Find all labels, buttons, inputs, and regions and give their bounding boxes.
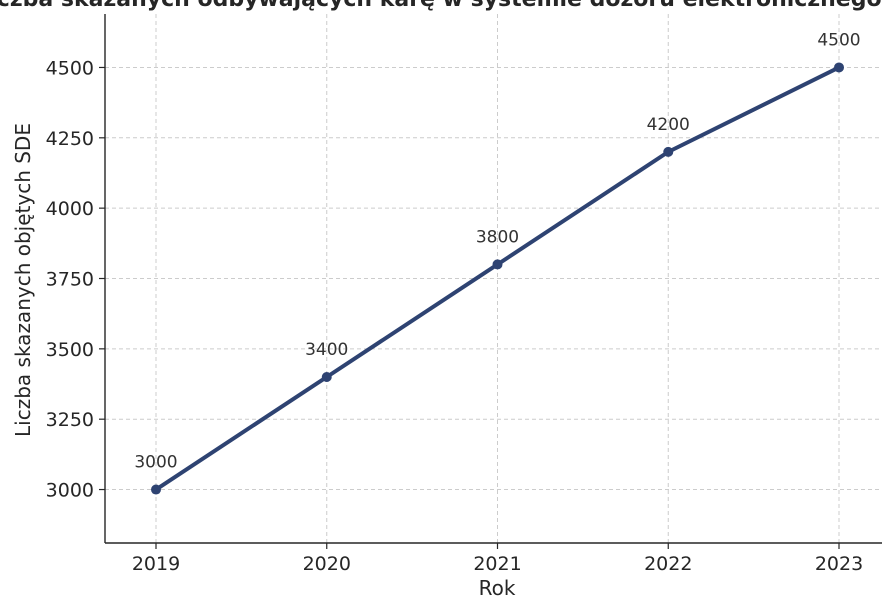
y-tick-label: 3500 [46,339,94,361]
data-label: 4200 [647,115,690,135]
data-point [834,62,844,73]
data-label: 3000 [134,453,177,473]
data-label: 3400 [305,340,348,360]
data-label: 3800 [476,227,519,247]
chart-title: Liczba skazanych odbywających karę w sys… [0,0,882,12]
data-point [663,146,674,157]
x-axis-label: Rok [479,576,516,597]
data-label: 4500 [817,30,860,50]
y-tick-label: 4500 [46,57,94,79]
x-tick-label: 2022 [644,553,692,575]
y-tick-label: 4250 [46,128,94,150]
data-point [321,371,332,382]
x-tick-label: 2019 [132,553,180,575]
y-tick-label: 3750 [46,269,94,291]
y-tick-label: 3250 [46,409,94,431]
grid-layer [105,14,882,543]
data-labels-layer: 3000 3400 3800 4200 4500 [134,30,860,472]
series-layer [151,62,844,495]
y-tick-label: 4000 [46,198,94,220]
x-tick-label: 2023 [815,553,863,575]
y-tick-label: 3000 [46,480,94,502]
data-point [151,484,161,495]
axes-layer: 3000 3250 3500 3750 4000 4250 4500 2019 2020 2021… [46,14,882,575]
x-tick-label: 2021 [473,553,521,575]
x-tick-label: 2020 [303,553,351,575]
y-axis-label: Liczba skazanych objętych SDE [11,123,35,437]
data-point [492,259,503,270]
